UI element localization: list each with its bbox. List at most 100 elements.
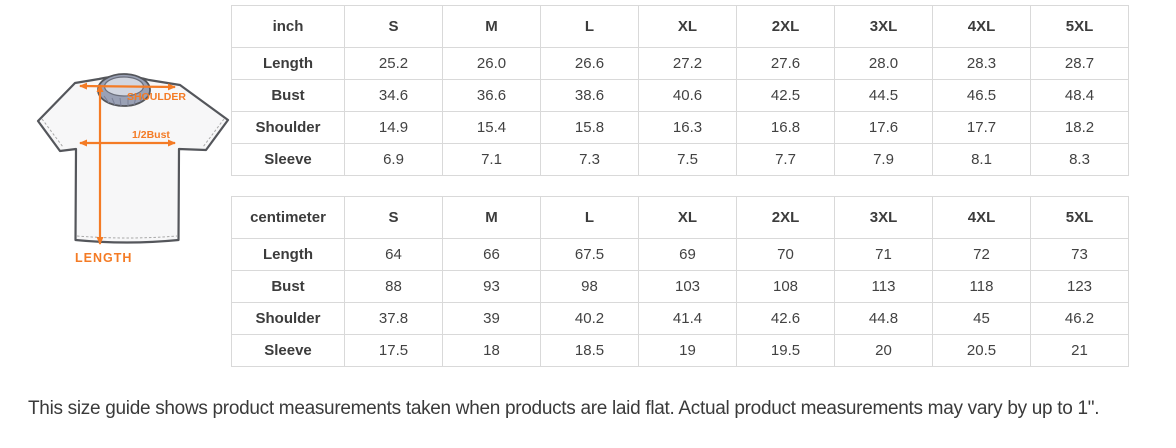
measurement-value: 73	[1030, 238, 1129, 271]
measurement-value: 70	[736, 238, 835, 271]
measurement-value: 19	[638, 334, 737, 367]
measurement-value: 88	[344, 270, 443, 303]
measurement-value: 66	[442, 238, 541, 271]
measurement-value: 7.3	[540, 143, 639, 176]
measurement-value: 20	[834, 334, 933, 367]
shoulder-arrow-label: SHOULDER	[127, 91, 186, 103]
size-column-header: XL	[638, 196, 737, 239]
size-column-header: M	[442, 5, 541, 48]
measurement-value: 93	[442, 270, 541, 303]
measurement-value: 21	[1030, 334, 1129, 367]
measurement-value: 28.3	[932, 47, 1031, 80]
unit-label: inch	[231, 5, 345, 48]
measurement-row: Bust 88 93 98 103 108 113 118 123	[231, 270, 1129, 303]
measurement-value: 46.5	[932, 79, 1031, 112]
measurement-value: 8.1	[932, 143, 1031, 176]
measurement-row-label: Sleeve	[231, 143, 345, 176]
measurement-value: 16.8	[736, 111, 835, 144]
collar-ribs	[103, 93, 144, 107]
measurement-value: 36.6	[442, 79, 541, 112]
unit-label: centimeter	[231, 196, 345, 239]
measurement-value: 34.6	[344, 79, 443, 112]
measurement-value: 16.3	[638, 111, 737, 144]
measurement-value: 6.9	[344, 143, 443, 176]
measurement-value: 7.9	[834, 143, 933, 176]
size-column-header: 4XL	[932, 196, 1031, 239]
right-cuff-stitch	[202, 118, 225, 148]
measurement-value: 123	[1030, 270, 1129, 303]
measurement-value: 48.4	[1030, 79, 1129, 112]
measurement-value: 20.5	[932, 334, 1031, 367]
measurement-value: 14.9	[344, 111, 443, 144]
inch-size-table: inch S M L XL 2XL 3XL 4XL 5XL Length 25.2 26.0 26.6…	[231, 5, 1129, 176]
measurement-value: 15.8	[540, 111, 639, 144]
measurement-value: 38.6	[540, 79, 639, 112]
measurement-row-label: Bust	[231, 270, 345, 303]
size-column-header: 2XL	[736, 5, 835, 48]
measurement-row-label: Length	[231, 47, 345, 80]
measurement-value: 8.3	[1030, 143, 1129, 176]
measurement-value: 44.5	[834, 79, 933, 112]
measurement-value: 7.5	[638, 143, 737, 176]
measurement-value: 15.4	[442, 111, 541, 144]
size-column-header: 5XL	[1030, 5, 1129, 48]
measurement-value: 37.8	[344, 302, 443, 335]
length-arrow-label: LENGTH	[75, 251, 132, 265]
size-column-header: L	[540, 5, 639, 48]
measurement-value: 40.2	[540, 302, 639, 335]
measurement-value: 7.7	[736, 143, 835, 176]
size-header-row: inch S M L XL 2XL 3XL 4XL 5XL	[231, 5, 1129, 48]
left-cuff-stitch	[41, 118, 64, 148]
size-column-header: M	[442, 196, 541, 239]
measurement-row: Sleeve 17.5 18 18.5 19 19.5 20 20.5 21	[231, 334, 1129, 367]
measurement-value: 103	[638, 270, 737, 303]
measurement-row: Sleeve 6.9 7.1 7.3 7.5 7.7 7.9 8.1 8.3	[231, 143, 1129, 176]
size-column-header: 2XL	[736, 196, 835, 239]
measurement-row-label: Length	[231, 238, 345, 271]
measurement-value: 18	[442, 334, 541, 367]
measurement-value: 39	[442, 302, 541, 335]
measurement-value: 19.5	[736, 334, 835, 367]
measurement-value: 18.5	[540, 334, 639, 367]
measurement-value: 72	[932, 238, 1031, 271]
size-column-header: S	[344, 5, 443, 48]
measurement-value: 42.5	[736, 79, 835, 112]
measurement-value: 25.2	[344, 47, 443, 80]
measurement-value: 46.2	[1030, 302, 1129, 335]
size-column-header: 4XL	[932, 5, 1031, 48]
measurement-value: 40.6	[638, 79, 737, 112]
measurement-row: Bust 34.6 36.6 38.6 40.6 42.5 44.5 46.5 48.4	[231, 79, 1129, 112]
measurement-value: 69	[638, 238, 737, 271]
measurement-row-label: Shoulder	[231, 302, 345, 335]
measurement-row: Shoulder 37.8 39 40.2 41.4 42.6 44.8 45 46.2	[231, 302, 1129, 335]
measurement-value: 44.8	[834, 302, 933, 335]
size-column-header: 3XL	[834, 196, 933, 239]
measurement-value: 41.4	[638, 302, 737, 335]
tshirt-illustration: SHOULDER 1/2Bust LENGTH	[36, 73, 230, 265]
size-guide-tables: inch S M L XL 2XL 3XL 4XL 5XL Length 25.2 26.0 26.6…	[231, 5, 1129, 367]
measurement-row: Shoulder 14.9 15.4 15.8 16.3 16.8 17.6 17.7 18.2	[231, 111, 1129, 144]
measurement-value: 113	[834, 270, 933, 303]
measurement-value: 108	[736, 270, 835, 303]
bust-arrow-label: 1/2Bust	[132, 129, 170, 141]
measurement-row-label: Shoulder	[231, 111, 345, 144]
measurement-row-label: Sleeve	[231, 334, 345, 367]
measurement-value: 118	[932, 270, 1031, 303]
measurement-value: 98	[540, 270, 639, 303]
measurement-row: Length 64 66 67.5 69 70 71 72 73	[231, 238, 1129, 271]
measurement-value: 67.5	[540, 238, 639, 271]
size-column-header: S	[344, 196, 443, 239]
measurement-value: 26.0	[442, 47, 541, 80]
measurement-value: 28.7	[1030, 47, 1129, 80]
measurement-value: 17.6	[834, 111, 933, 144]
measurement-value: 27.6	[736, 47, 835, 80]
centimeter-size-table: centimeter S M L XL 2XL 3XL 4XL 5XL Length 64 66 67…	[231, 196, 1129, 367]
measurement-value: 64	[344, 238, 443, 271]
measurement-value: 17.5	[344, 334, 443, 367]
size-guide-note: This size guide shows product measuremen…	[28, 398, 1100, 419]
measurement-row-label: Bust	[231, 79, 345, 112]
measurement-value: 7.1	[442, 143, 541, 176]
measurement-value: 28.0	[834, 47, 933, 80]
size-column-header: XL	[638, 5, 737, 48]
measurement-value: 17.7	[932, 111, 1031, 144]
